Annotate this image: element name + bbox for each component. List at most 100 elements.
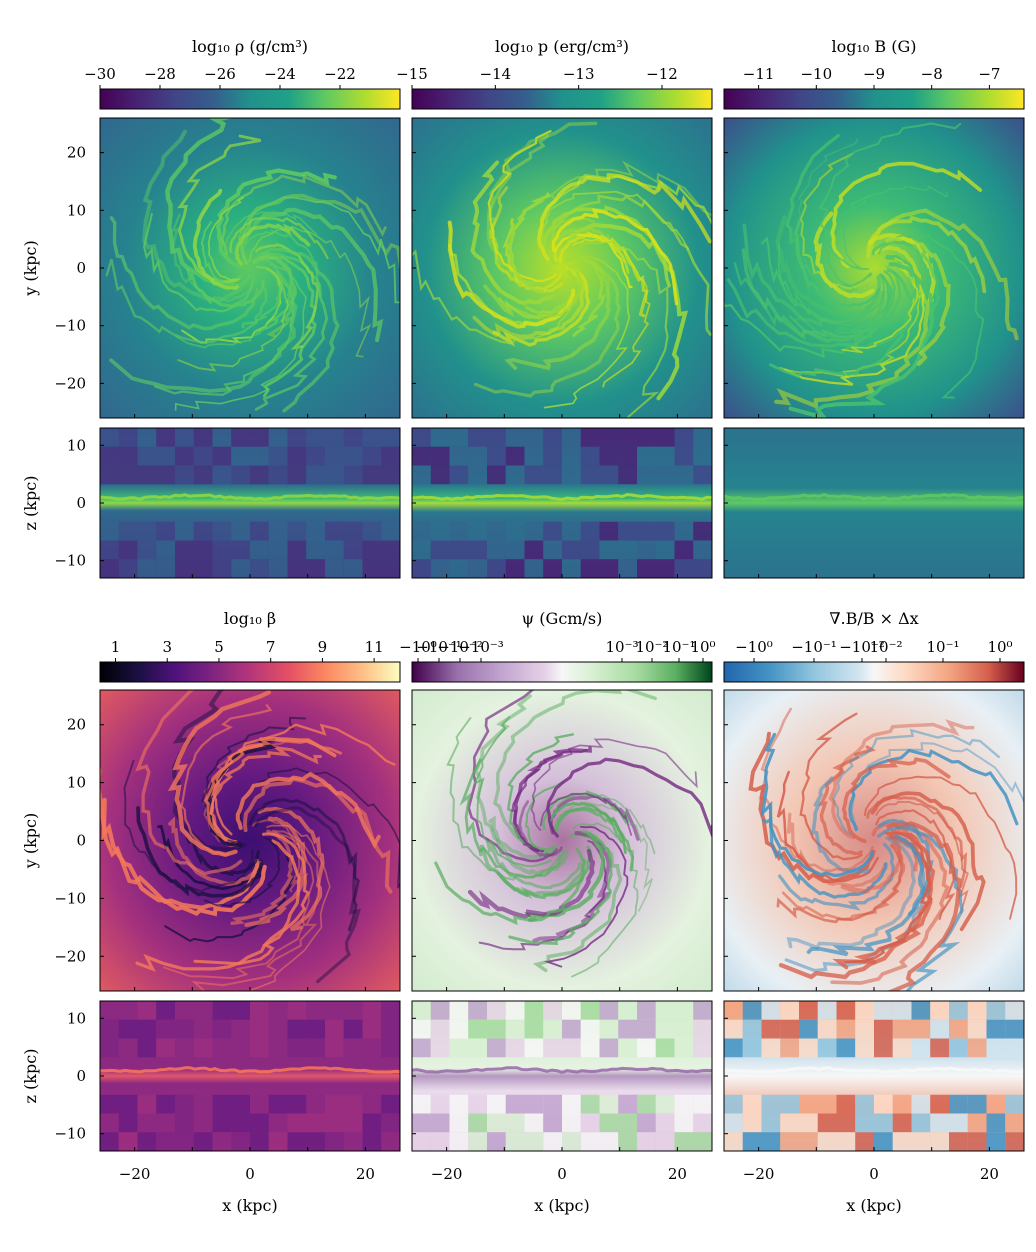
edge-on-cell [855,1132,874,1151]
spiral-arm [243,207,384,343]
edge-on-cell [505,1094,525,1114]
edge-on-cell [930,1019,949,1039]
edge-on-cell [618,540,637,560]
edge-on-cell [100,1094,119,1114]
edge-on-cell [1005,1113,1024,1133]
x-axis-label: x (kpc) [846,1196,902,1215]
edge-on-cell [911,1001,931,1020]
spiral-arm [136,806,264,898]
spiral-arm [508,830,613,945]
edge-on-cell [287,1019,307,1039]
edge-on-cell [674,1019,694,1039]
spiral-arm [254,247,340,413]
edge-on-cell [250,1132,269,1151]
edge-on-cell [543,465,562,485]
edge-on-cell [693,465,712,485]
edge-on-cell [430,559,450,578]
spiral-arm [550,792,656,855]
edge-on-cell [268,559,288,578]
spiral-arm [254,252,329,411]
edge-on-cell [674,540,694,560]
spiral-arm [234,223,311,266]
edge-on-cell [231,428,250,447]
colorbar-tick-label: −11 [743,65,775,83]
edge-on-cell [231,540,250,560]
edge-on-cell [325,1001,344,1020]
edge-on-cell [580,428,600,447]
colorbar-2: log₁₀ B (G) −11 −10 −9 −8 −7 [723,37,1025,110]
edge-on-cell [562,446,581,466]
edge-on-cell [799,1001,818,1020]
disk-midplane [412,493,712,501]
edge-on-cell [100,1038,119,1058]
edge-on-cell [524,1132,544,1151]
edge-on-cell [874,1038,893,1058]
edge-on-cell [412,428,431,447]
edge-on-cell [468,1113,487,1133]
spiral-arm [246,824,331,991]
edge-on-cell [1005,1019,1024,1039]
colorbar-title: ψ (Gcm/s) [522,609,603,628]
edge-on-cell [637,465,656,485]
edge-on-cell [212,1113,232,1133]
edge-on-cell [250,1113,269,1133]
edge-on-cell [212,1038,232,1058]
edge-on-cell [505,540,525,560]
edge-on-cell [212,465,232,485]
edge-on-cell [175,1113,194,1133]
edge-on-cell [193,1113,213,1133]
edge-on-cell [855,1038,874,1058]
edge-on-cell [175,1132,194,1151]
edge-on-cell [562,465,581,485]
colorbar-gradient [723,88,1025,110]
colorbar-tick-label: −30 [84,65,116,83]
edge-on-cell [799,1113,818,1133]
edge-on-cell [268,446,288,466]
spiral-arm [543,825,629,968]
edge-on-cell [449,1019,469,1039]
edge-on-cell [967,1113,987,1133]
edge-on-cell [193,465,213,485]
spiral-arm [826,194,872,289]
edge-on-cell [949,1038,968,1058]
edge-on-cell [524,1001,544,1020]
edge-on-cell [693,540,712,560]
spiral-arm [813,211,875,299]
edge-on-cell [487,428,506,447]
colorbar-tick-label: −8 [921,65,943,83]
spiral-arm [877,818,934,916]
edge-on-cell [250,1019,269,1039]
edge-on-cell [487,540,506,560]
edge-on-cell [362,428,382,447]
spiral-arm [467,690,558,863]
edge-on-cell [430,1038,450,1058]
spiral-arm [806,833,925,957]
edge-on-cell [449,521,469,541]
edge-on-cell [487,521,506,541]
edge-on-cell [343,1113,363,1133]
edge-on-cell [449,1001,469,1020]
edge-on-cell [780,1038,799,1058]
spiral-arm [489,186,563,291]
spiral-arm [142,212,254,313]
edge-on-cell [231,559,250,578]
spiral-arm [177,266,290,372]
edge-on-cell [100,1019,119,1039]
edge-on-cell [599,540,619,560]
disk-midplane [412,1066,712,1074]
edge-on-cell [468,446,487,466]
edge-on-cell [156,446,175,466]
colorbar-tick-label: −12 [646,65,678,83]
edge-on-cell [674,1038,694,1058]
edge-on-cell [949,1019,968,1039]
edge-on-cell [156,428,175,447]
edge-on-cell [487,465,506,485]
colorbar-5: ψ (Gcm/s) −10⁰−10⁻¹−10⁻²−10⁻³ 10⁻³10⁻²10⁻¹… [399,609,716,683]
edge-on-cell [250,428,269,447]
colorbar-gradient [411,88,713,110]
edge-on-cell [268,1019,288,1039]
edge-on-cell [250,540,269,560]
spiral-arm [776,770,879,883]
edge-on-cell [562,540,581,560]
edge-on-cell [325,428,344,447]
